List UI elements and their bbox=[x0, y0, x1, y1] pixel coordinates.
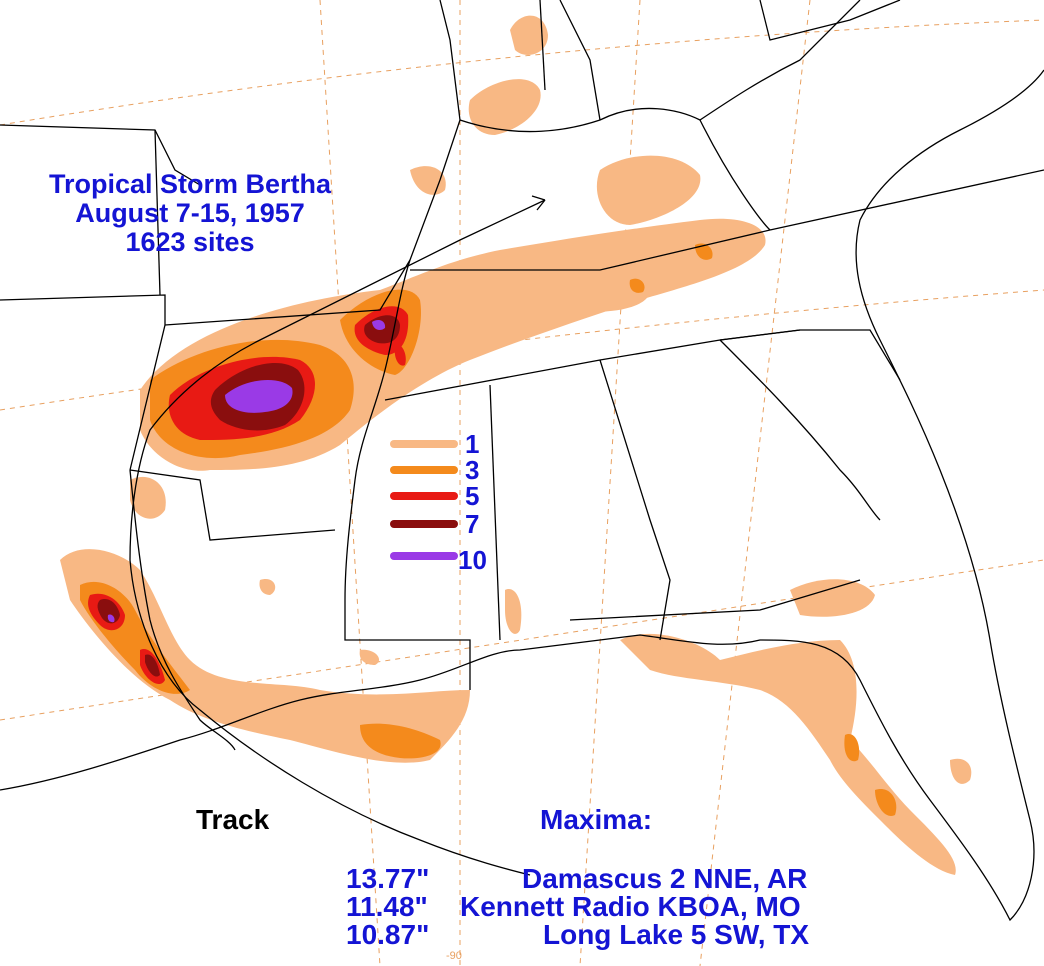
legend-label-1: 1 bbox=[465, 429, 480, 459]
map-title-dates: August 7-15, 1957 bbox=[75, 198, 305, 228]
maxima-value-2: 11.48" bbox=[346, 891, 428, 922]
legend-swatch-10 bbox=[390, 552, 458, 560]
maxima-location-2: Kennett Radio KBOA, MO bbox=[460, 891, 801, 922]
legend-label-10: 10 bbox=[458, 545, 487, 575]
longitude-label: -90 bbox=[446, 950, 462, 962]
track-label: Track bbox=[196, 804, 270, 835]
legend-label-3: 3 bbox=[465, 455, 480, 485]
map-title-storm: Tropical Storm Bertha bbox=[48, 169, 332, 199]
legend-swatch-1 bbox=[390, 440, 458, 448]
legend-swatch-5 bbox=[390, 492, 458, 500]
maxima-value-1: 13.77" bbox=[346, 863, 430, 894]
maxima-location-1: Damascus 2 NNE, AR bbox=[522, 863, 808, 894]
state-borders bbox=[0, 0, 1044, 922]
legend-swatch-3 bbox=[390, 466, 458, 474]
maxima-heading: Maxima: bbox=[540, 804, 653, 835]
legend-swatch-7 bbox=[390, 520, 458, 528]
maxima-value-3: 10.87" bbox=[346, 919, 430, 950]
maxima-location-3: Long Lake 5 SW, TX bbox=[543, 919, 810, 950]
rainfall-10in bbox=[107, 320, 386, 623]
map-title-sites: 1623 sites bbox=[125, 227, 255, 257]
legend-label-7: 7 bbox=[465, 509, 480, 539]
legend-label-5: 5 bbox=[465, 481, 480, 511]
